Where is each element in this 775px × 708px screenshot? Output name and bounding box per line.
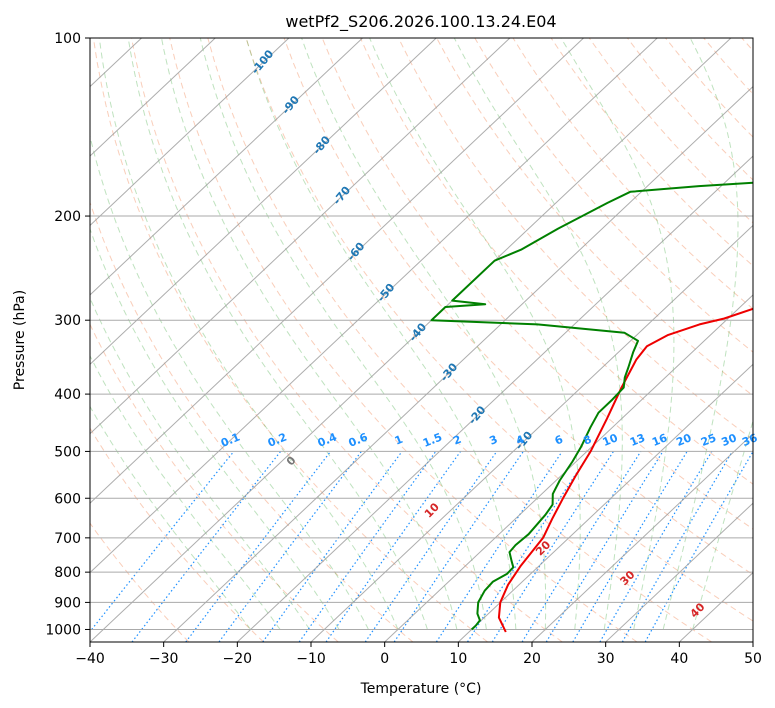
moist-adiabat-line — [560, 38, 675, 630]
x-tick-label: 10 — [449, 651, 467, 667]
y-tick-label: 600 — [54, 491, 81, 507]
chart-title: wetPf2_S206.2026.100.13.24.E04 — [285, 12, 556, 32]
moist-adiabat-line — [98, 38, 399, 630]
mixing-ratio-line — [435, 451, 563, 642]
mixing-ratio-line — [90, 451, 235, 633]
mixing-ratio-line — [218, 451, 362, 642]
mixing-ratio-label: 13 — [628, 431, 647, 449]
plot-frame — [89, 37, 754, 643]
isotherm-line — [605, 502, 753, 642]
mixing-ratio-label: 3 — [487, 433, 499, 448]
x-tick-label: −40 — [75, 651, 105, 667]
dry-adiabat-line — [90, 427, 264, 642]
isotherm-line — [90, 38, 658, 574]
mixing-ratio-line — [325, 451, 462, 642]
moist-adiabat-line — [692, 419, 753, 630]
y-axis-label: Pressure (hPa) — [12, 290, 28, 390]
x-tick-label: 0 — [380, 651, 389, 667]
isotherm-line — [90, 38, 732, 642]
mixing-ratio-label: 8 — [581, 433, 593, 448]
moist-adiabat-line — [90, 297, 311, 630]
isotherm-line — [90, 38, 511, 435]
mixing-ratio-label: 25 — [699, 431, 718, 449]
y-tick-label: 200 — [54, 209, 81, 225]
isotherm-line — [90, 38, 584, 504]
dry-adiabat-line — [474, 38, 753, 353]
profile-series — [430, 181, 753, 633]
dry-adiabat-line — [90, 323, 339, 642]
y-tick-label: 700 — [54, 531, 81, 547]
mixing-ratio-label: 2 — [451, 433, 463, 448]
temperature-profile-line — [497, 307, 753, 633]
mixing-ratio-label: 20 — [674, 431, 693, 449]
isotherm-line — [310, 224, 753, 642]
mixing-ratio-label: 36 — [740, 431, 759, 449]
moist-adiabat-line — [127, 38, 428, 630]
mixing-ratio-line — [185, 451, 332, 642]
x-tick-label: 40 — [670, 651, 688, 667]
y-tick-label: 500 — [54, 444, 81, 460]
mixing-ratio-label: 30 — [720, 431, 739, 449]
isotherm-line — [457, 363, 753, 642]
isotherm-line — [90, 38, 290, 227]
mixing-ratio-line — [545, 451, 664, 642]
dry-adiabat-line — [436, 38, 753, 397]
mixing-ratio-line — [298, 451, 437, 642]
y-tick-label: 300 — [54, 313, 81, 329]
moist-adiabat-line — [90, 405, 251, 630]
isotherm-line — [90, 38, 216, 157]
y-axis: 1000 900 800 700 600 500 400 300 200 100 — [45, 31, 90, 638]
x-axis: −40 −30 −20 −10 0 10 20 30 40 50 — [75, 642, 762, 667]
mixing-ratio-line — [466, 451, 592, 642]
dry-adiabat-line — [512, 38, 753, 310]
isotherm-line — [236, 155, 753, 642]
moist-adiabat-line — [161, 38, 458, 630]
dry-adiabat-line — [169, 38, 638, 642]
moist-adiabat-line — [199, 38, 487, 630]
mixing-ratio-label: 10 — [601, 431, 620, 449]
moist-adiabat-line — [90, 354, 281, 630]
mixing-ratio-line — [262, 451, 403, 642]
moist-adiabat-line — [453, 38, 623, 630]
isotherm-line — [90, 38, 437, 365]
mixing-ratio-line — [521, 451, 642, 642]
isotherm-line — [384, 294, 753, 642]
moist-adiabat-line — [90, 134, 369, 630]
dry-adiabat-line — [359, 38, 753, 485]
y-tick-label: 1000 — [45, 622, 81, 638]
moist-adiabat-line — [662, 38, 739, 630]
mixing-ratio-label: 1 — [393, 433, 405, 448]
dry-adiabat-line — [398, 38, 753, 441]
x-tick-label: −10 — [296, 651, 326, 667]
y-tick-label: 400 — [54, 387, 81, 403]
mixing-ratio-label: 16 — [650, 431, 669, 449]
x-tick-label: 50 — [744, 651, 762, 667]
mixing-ratio-line — [364, 451, 498, 642]
y-tick-label: 800 — [54, 565, 81, 581]
isotherm-line — [90, 38, 363, 296]
dry-adiabat-line — [92, 38, 488, 642]
isotherm-line — [163, 85, 753, 642]
x-tick-label: −30 — [149, 651, 179, 667]
background-lines — [90, 38, 753, 642]
x-tick-label: 30 — [597, 651, 615, 667]
x-tick-label: −20 — [223, 651, 253, 667]
dry-adiabat-line — [207, 38, 712, 642]
x-tick-label: 20 — [523, 651, 541, 667]
dewpoint-profile-line — [430, 181, 753, 631]
y-tick-label: 900 — [54, 595, 81, 611]
moist-adiabat-line — [301, 38, 547, 630]
moist-adiabat-line — [245, 38, 517, 630]
isotherm-line — [531, 433, 753, 642]
y-tick-label: 100 — [54, 31, 81, 47]
moist-adiabat-line — [369, 38, 581, 630]
dry-adiabat-line — [245, 38, 753, 622]
dry-adiabat-line — [283, 38, 753, 576]
x-axis-label: Temperature (°C) — [360, 681, 482, 697]
